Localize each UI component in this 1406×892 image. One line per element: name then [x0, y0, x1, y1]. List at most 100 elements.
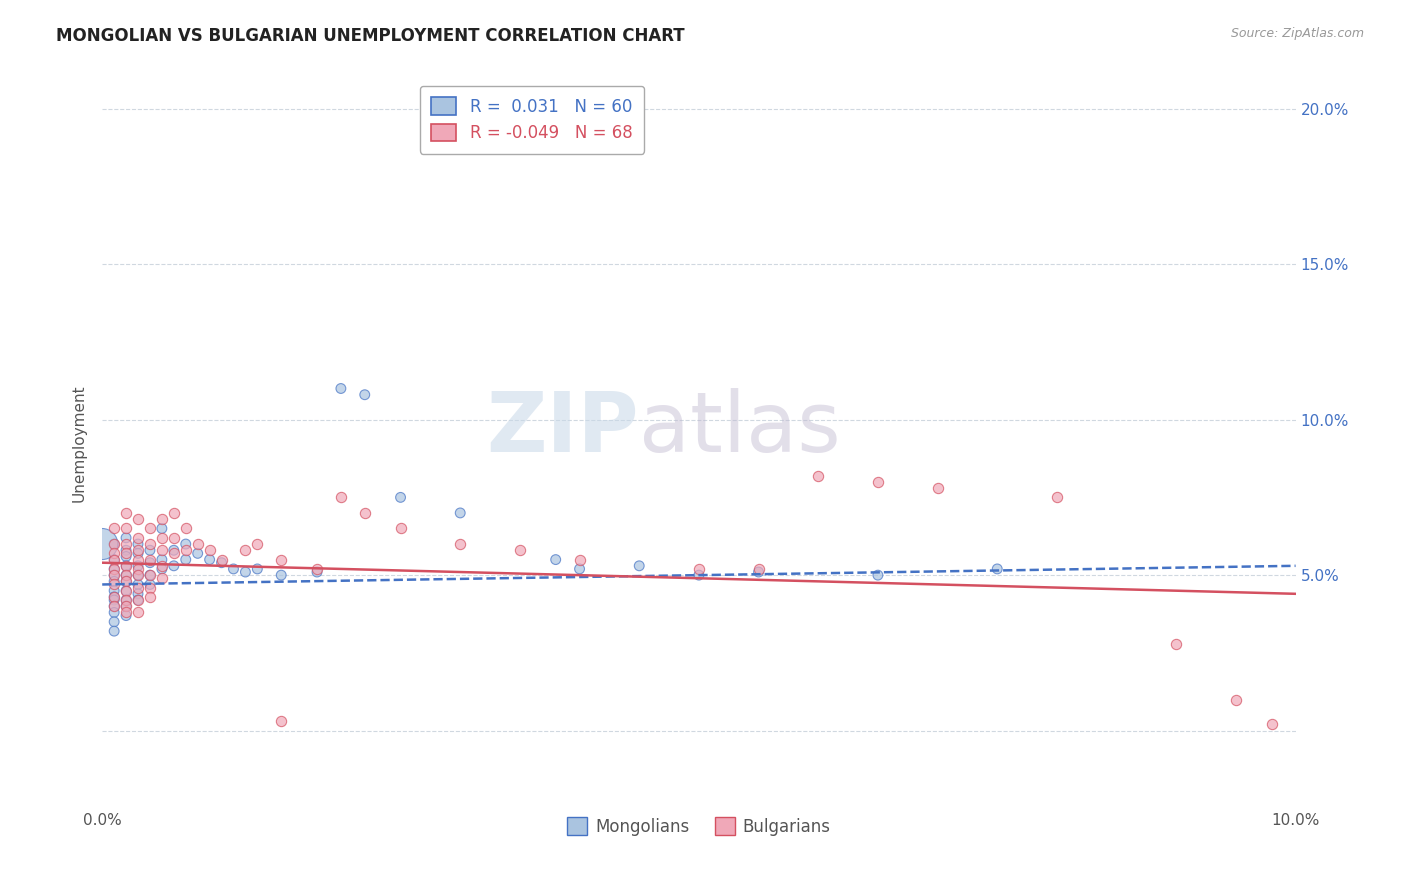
Point	[688, 562, 710, 576]
Point	[866, 475, 889, 489]
Point	[150, 543, 173, 558]
Point	[211, 556, 233, 570]
Point	[187, 537, 209, 551]
Point	[353, 506, 375, 520]
Point	[163, 546, 186, 560]
Point	[103, 583, 125, 598]
Point	[305, 565, 328, 579]
Point	[115, 543, 138, 558]
Point	[103, 546, 125, 560]
Point	[748, 562, 770, 576]
Point	[150, 562, 173, 576]
Point	[222, 562, 245, 576]
Point	[628, 558, 651, 573]
Point	[103, 562, 125, 576]
Point	[986, 562, 1008, 576]
Point	[568, 552, 591, 566]
Point	[115, 531, 138, 545]
Point	[115, 574, 138, 589]
Point	[115, 593, 138, 607]
Point	[270, 714, 292, 729]
Point	[270, 552, 292, 566]
Point	[270, 568, 292, 582]
Point	[127, 581, 149, 595]
Point	[174, 543, 197, 558]
Point	[150, 571, 173, 585]
Point	[115, 506, 138, 520]
Point	[127, 568, 149, 582]
Point	[198, 552, 221, 566]
Point	[115, 599, 138, 614]
Point	[150, 521, 173, 535]
Text: ZIP: ZIP	[486, 388, 640, 469]
Point	[115, 574, 138, 589]
Point	[163, 558, 186, 573]
Point	[139, 537, 162, 551]
Point	[103, 593, 125, 607]
Point	[103, 562, 125, 576]
Point	[115, 606, 138, 620]
Point	[329, 491, 352, 505]
Point	[115, 558, 138, 573]
Point	[305, 562, 328, 576]
Point	[103, 568, 125, 582]
Point	[866, 568, 889, 582]
Point	[127, 558, 149, 573]
Point	[1225, 692, 1247, 706]
Point	[163, 506, 186, 520]
Point	[115, 546, 138, 560]
Point	[1166, 637, 1188, 651]
Legend: Mongolians, Bulgarians: Mongolians, Bulgarians	[558, 809, 839, 844]
Point	[127, 587, 149, 601]
Point	[103, 521, 125, 535]
Point	[568, 562, 591, 576]
Point	[449, 537, 471, 551]
Text: MONGOLIAN VS BULGARIAN UNEMPLOYMENT CORRELATION CHART: MONGOLIAN VS BULGARIAN UNEMPLOYMENT CORR…	[56, 27, 685, 45]
Point	[115, 608, 138, 623]
Point	[127, 562, 149, 576]
Point	[103, 590, 125, 604]
Point	[103, 552, 125, 566]
Point	[163, 543, 186, 558]
Text: atlas: atlas	[640, 388, 841, 469]
Point	[1260, 717, 1282, 731]
Point	[115, 583, 138, 598]
Y-axis label: Unemployment: Unemployment	[72, 384, 86, 502]
Point	[127, 531, 149, 545]
Point	[150, 512, 173, 526]
Point	[389, 521, 412, 535]
Point	[139, 552, 162, 566]
Point	[198, 543, 221, 558]
Point	[115, 558, 138, 573]
Point	[103, 590, 125, 604]
Point	[127, 543, 149, 558]
Point	[115, 593, 138, 607]
Point	[103, 599, 125, 614]
Point	[115, 549, 138, 564]
Point	[115, 568, 138, 582]
Point	[927, 481, 949, 495]
Point	[139, 590, 162, 604]
Point	[115, 521, 138, 535]
Point	[211, 552, 233, 566]
Point	[139, 543, 162, 558]
Point	[103, 577, 125, 591]
Point	[174, 521, 197, 535]
Point	[91, 537, 114, 551]
Point	[139, 556, 162, 570]
Text: Source: ZipAtlas.com: Source: ZipAtlas.com	[1230, 27, 1364, 40]
Point	[449, 506, 471, 520]
Point	[150, 558, 173, 573]
Point	[174, 537, 197, 551]
Point	[103, 537, 125, 551]
Point	[174, 552, 197, 566]
Point	[1046, 491, 1069, 505]
Point	[139, 568, 162, 582]
Point	[103, 552, 125, 566]
Point	[127, 537, 149, 551]
Point	[103, 599, 125, 614]
Point	[235, 565, 257, 579]
Point	[807, 468, 830, 483]
Point	[139, 581, 162, 595]
Point	[127, 606, 149, 620]
